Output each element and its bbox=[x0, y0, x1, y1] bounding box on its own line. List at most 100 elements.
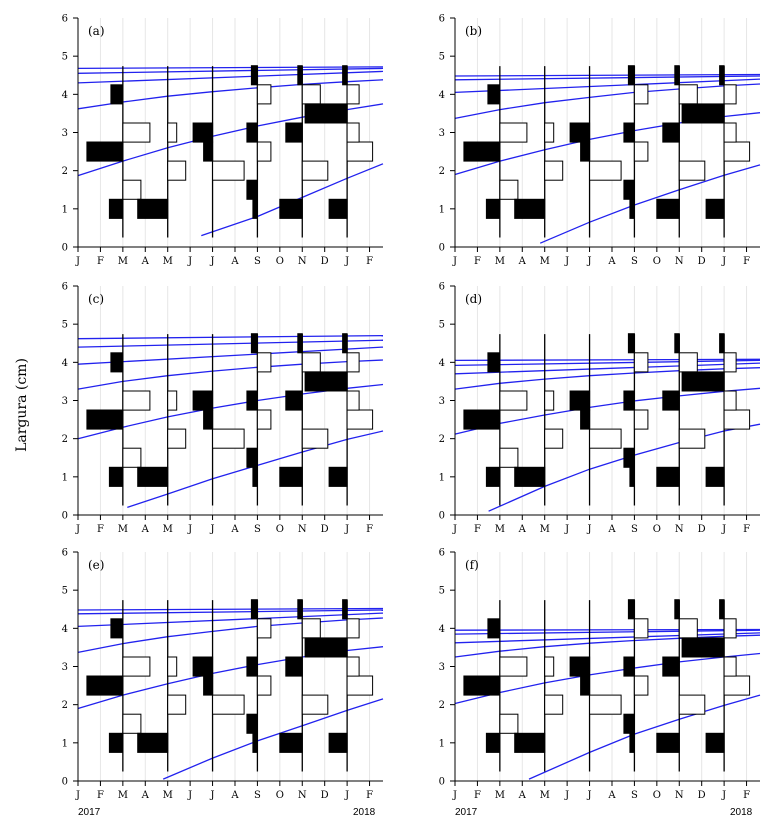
y-tick-label: 2 bbox=[62, 700, 68, 711]
growth-curve bbox=[77, 609, 384, 615]
histogram-bar-filled bbox=[485, 466, 501, 487]
histogram-bar-filled bbox=[250, 599, 258, 620]
histogram-bar-open bbox=[723, 656, 737, 677]
y-tick-label: 1 bbox=[62, 738, 68, 749]
growth-curve bbox=[77, 607, 384, 611]
x-tick-label: A bbox=[518, 790, 527, 801]
y-tick-label: 1 bbox=[439, 738, 445, 749]
growth-curve bbox=[77, 612, 384, 628]
y-tick-label: 2 bbox=[439, 700, 445, 711]
histogram-bar-filled bbox=[250, 333, 258, 354]
y-tick-label: 3 bbox=[62, 128, 68, 139]
x-tick-label: A bbox=[518, 256, 527, 267]
histogram-bar-filled bbox=[246, 179, 258, 200]
histogram-bar-filled bbox=[246, 713, 258, 734]
x-tick-label: A bbox=[518, 524, 527, 535]
histogram-bar-filled bbox=[246, 122, 258, 143]
y-tick-label: 1 bbox=[439, 472, 445, 483]
y-tick-label: 6 bbox=[62, 548, 68, 559]
histogram-bar-open bbox=[346, 656, 360, 677]
histogram-bar-filled bbox=[108, 732, 124, 753]
histogram-bar-open bbox=[723, 675, 751, 696]
histogram-bar-open bbox=[256, 141, 272, 162]
x-tick-label: M bbox=[495, 524, 505, 535]
histogram-bar-filled bbox=[86, 675, 124, 696]
histogram-bar-open bbox=[723, 390, 737, 411]
growth-curve bbox=[454, 83, 761, 120]
histogram-bar-filled bbox=[705, 732, 725, 753]
y-tick-label: 3 bbox=[62, 396, 68, 407]
panel-e: 0 1 2 3 4 5 6 J F M A M J J A S O N D J F (e) bbox=[62, 548, 384, 801]
x-tick-label: N bbox=[675, 256, 684, 267]
x-tick-label: O bbox=[653, 524, 661, 535]
y-tick-label: 4 bbox=[62, 624, 68, 635]
y-tick-label: 4 bbox=[62, 358, 68, 369]
histogram-bar-filled bbox=[627, 333, 635, 354]
growth-curve bbox=[528, 694, 761, 780]
x-tick-label: J bbox=[187, 524, 192, 535]
histogram-bar-open bbox=[256, 618, 272, 639]
histogram-bar-open bbox=[723, 352, 737, 373]
histogram-bar-open bbox=[301, 428, 329, 449]
histogram-bar-open bbox=[544, 428, 564, 449]
histogram-bar-filled bbox=[662, 656, 680, 677]
histogram-bar-open bbox=[499, 447, 519, 468]
x-tick-label: J bbox=[564, 256, 569, 267]
y-tick-label: 0 bbox=[439, 511, 445, 522]
histogram-bar-filled bbox=[656, 198, 680, 219]
histogram-bar-filled bbox=[279, 732, 303, 753]
histogram-bar-filled bbox=[203, 409, 214, 430]
x-tick-label: S bbox=[254, 790, 261, 801]
growth-curve bbox=[454, 358, 761, 362]
histogram-bar-filled bbox=[304, 637, 348, 658]
growth-curve bbox=[77, 70, 384, 84]
x-tick-label: J bbox=[587, 256, 592, 267]
histogram-bar-open bbox=[346, 352, 360, 373]
y-tick-label: 6 bbox=[62, 14, 68, 25]
x-tick-label: A bbox=[230, 524, 239, 535]
histogram-bar-open bbox=[633, 84, 649, 105]
x-tick-label: A bbox=[607, 256, 616, 267]
x-tick-label: J bbox=[452, 790, 457, 801]
histogram-bar-filled bbox=[580, 675, 591, 696]
panel-label: (e) bbox=[88, 558, 104, 572]
x-tick-label: F bbox=[97, 790, 104, 801]
histogram-bar-filled bbox=[110, 84, 124, 105]
x-tick-label: J bbox=[452, 256, 457, 267]
histogram-bar-open bbox=[633, 675, 649, 696]
x-tick-label: N bbox=[298, 256, 307, 267]
histogram-bar-open bbox=[122, 390, 151, 411]
histogram-bar-open bbox=[544, 656, 555, 677]
x-tick-label: F bbox=[366, 256, 373, 267]
histogram-bar-filled bbox=[719, 333, 725, 354]
x-tick-label: N bbox=[298, 790, 307, 801]
histogram-bar-filled bbox=[297, 333, 303, 354]
y-tick-label: 6 bbox=[439, 548, 445, 559]
histogram-bar-open bbox=[167, 390, 178, 411]
histogram-bar-open bbox=[301, 694, 329, 715]
histogram-bar-filled bbox=[485, 198, 501, 219]
histogram-bar-filled bbox=[580, 141, 591, 162]
growth-curve bbox=[454, 632, 761, 644]
histogram-bar-filled bbox=[485, 732, 501, 753]
histogram-bar-filled bbox=[192, 122, 214, 143]
histogram-bar-filled bbox=[674, 333, 680, 354]
histogram-bar-open bbox=[633, 352, 649, 373]
x-tick-label: J bbox=[210, 524, 215, 535]
x-tick-label: N bbox=[298, 524, 307, 535]
x-tick-label: S bbox=[631, 524, 638, 535]
x-tick-label: F bbox=[97, 256, 104, 267]
histogram-bar-filled bbox=[719, 65, 725, 86]
x-tick-label: J bbox=[210, 790, 215, 801]
y-tick-label: 5 bbox=[62, 320, 68, 331]
histogram-bar-open bbox=[301, 84, 321, 105]
growth-curve bbox=[77, 339, 384, 348]
growth-curve bbox=[454, 75, 761, 81]
y-tick-label: 0 bbox=[439, 777, 445, 788]
x-tick-label: F bbox=[474, 256, 481, 267]
x-tick-label: J bbox=[75, 524, 80, 535]
histogram-bar-filled bbox=[203, 675, 214, 696]
y-tick-label: 2 bbox=[439, 434, 445, 445]
growth-curve bbox=[454, 362, 761, 375]
y-tick-label: 0 bbox=[62, 511, 68, 522]
